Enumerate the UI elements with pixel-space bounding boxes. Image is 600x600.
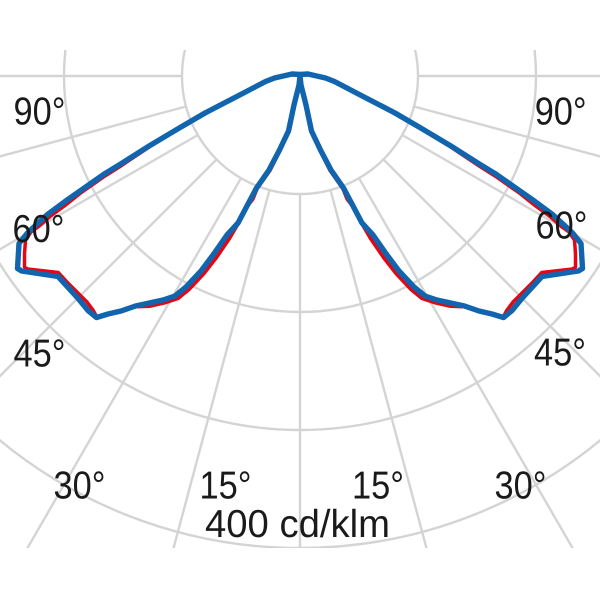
svg-text:45°: 45° <box>534 332 586 375</box>
svg-text:45°: 45° <box>14 333 66 376</box>
svg-text:60°: 60° <box>536 205 588 248</box>
svg-text:90°: 90° <box>535 91 587 134</box>
svg-text:15°: 15° <box>200 465 252 508</box>
svg-text:30°: 30° <box>495 465 547 508</box>
svg-text:15°: 15° <box>352 465 404 508</box>
svg-text:60°: 60° <box>13 208 65 251</box>
svg-text:400 cd/klm: 400 cd/klm <box>205 503 390 546</box>
svg-text:90°: 90° <box>14 91 66 134</box>
svg-text:30°: 30° <box>54 465 106 508</box>
